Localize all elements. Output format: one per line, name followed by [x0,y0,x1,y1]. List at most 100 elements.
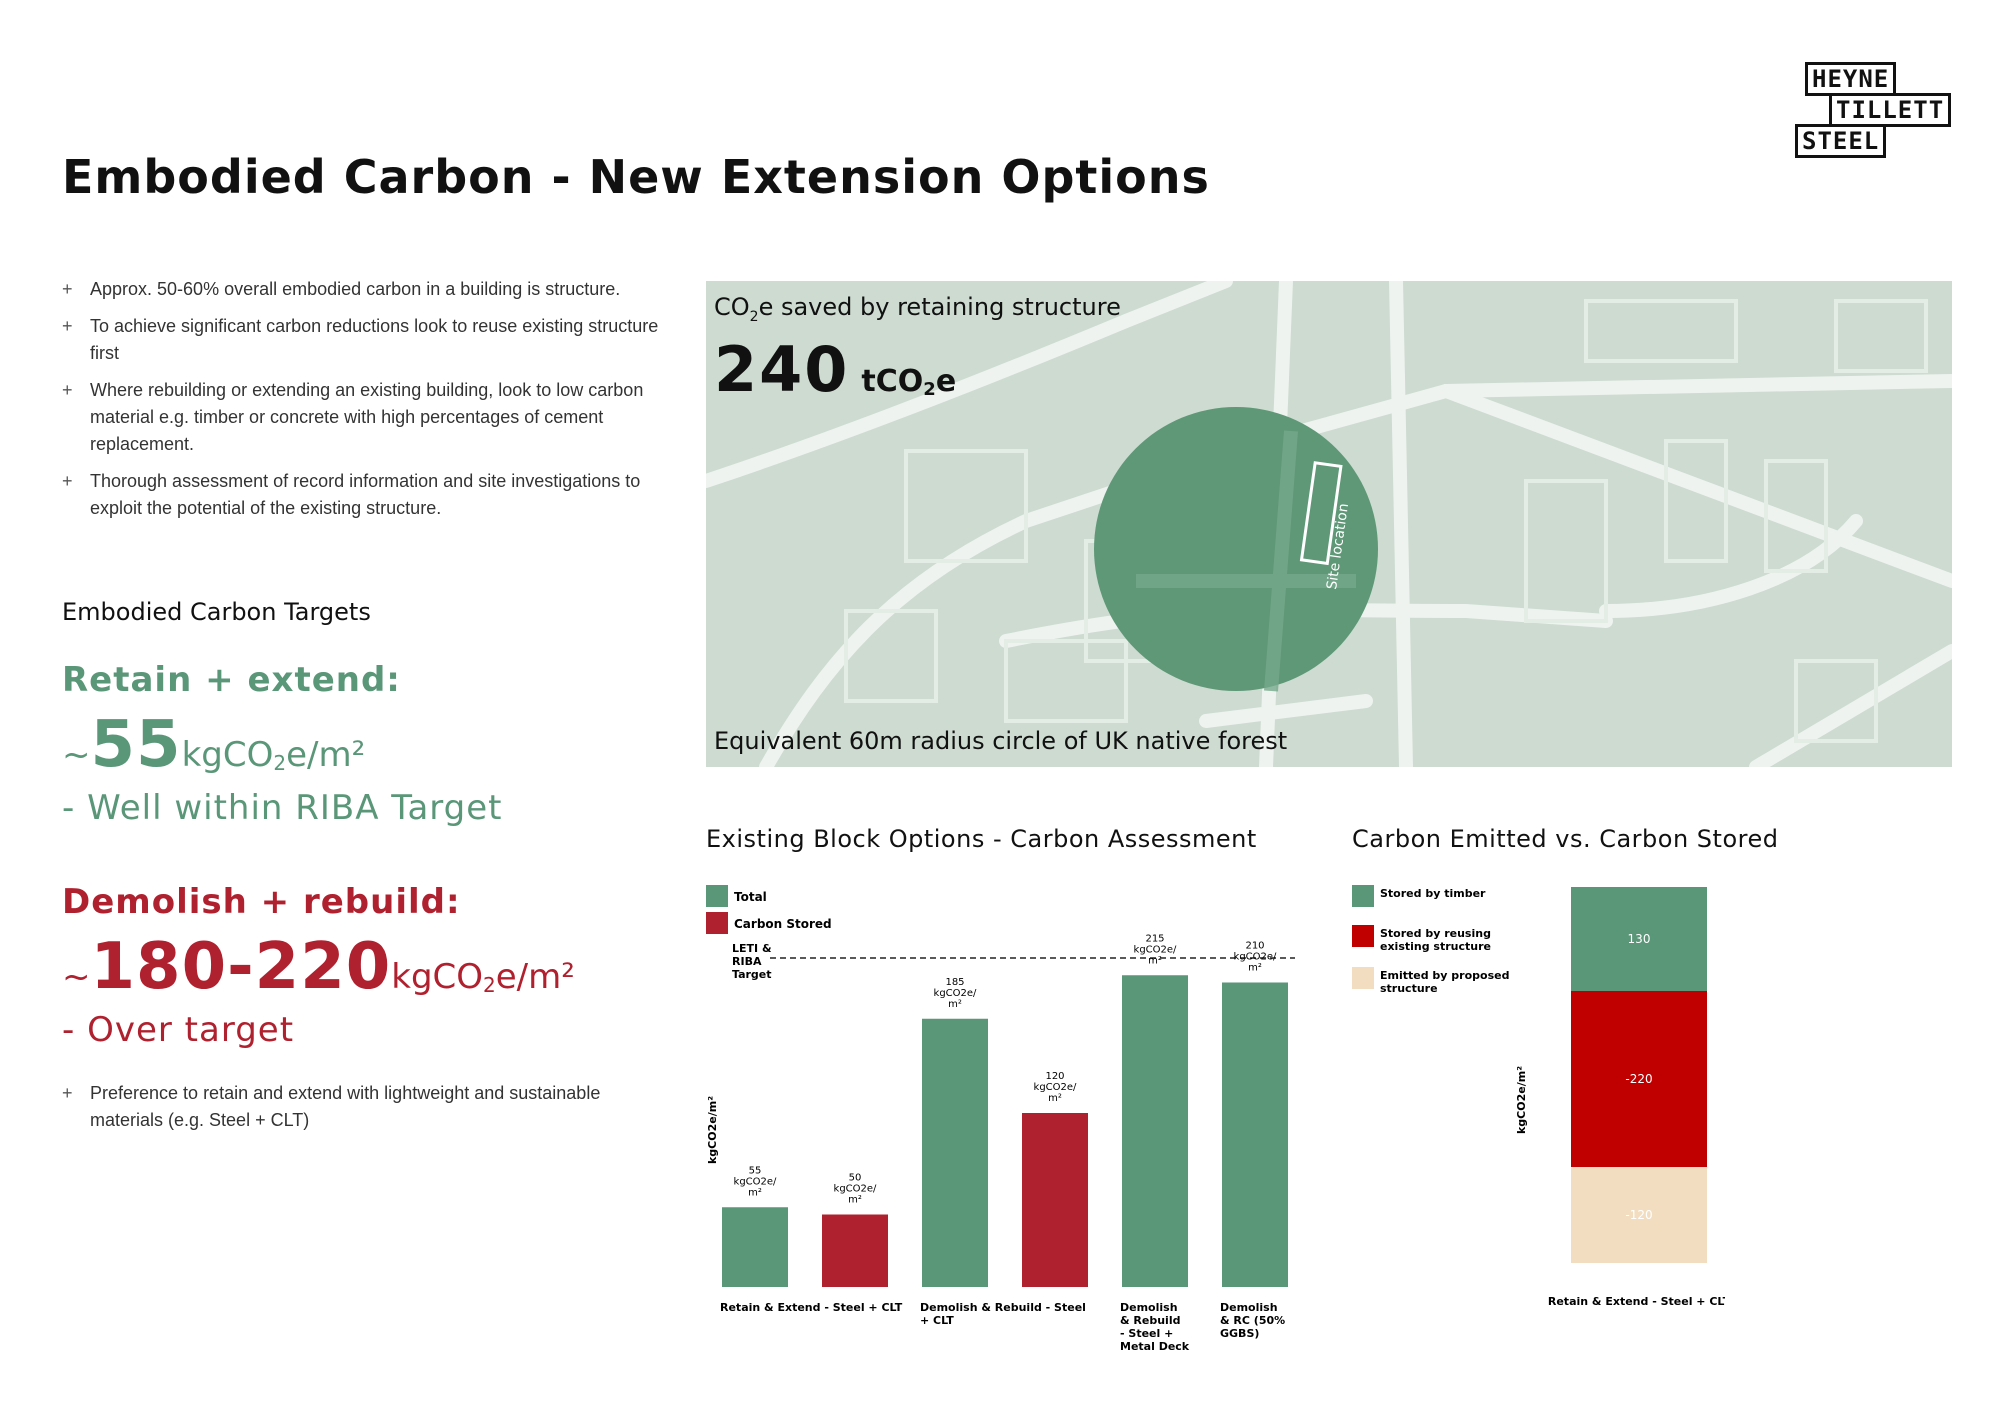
logo-line-3: STEEL [1795,124,1887,158]
bar-value-label: 120 [1045,1071,1064,1082]
category-label: & RC (50% [1220,1314,1285,1327]
map-building [1794,659,1878,743]
legend-swatch-carbon-stored [706,912,728,934]
map-building [904,449,1028,563]
carbon-saved-figure: 240 tCO2e [714,333,957,406]
y-axis-label: kgCO2e/m² [706,1096,719,1164]
retain-label: Retain + extend: [62,660,401,700]
category-label: GGBS) [1220,1327,1259,1340]
forest-radius-circle [1094,407,1378,691]
target-label: RIBA [732,955,762,968]
map-footer: Equivalent 60m radius circle of UK nativ… [714,727,1288,755]
demolish-value-line: ~180-220kgCO2e/m² [62,930,575,1004]
demolish-unit: kgCO [391,957,484,997]
map-road [1749,644,1952,767]
emitted-vs-stored-chart: Stored by timber Stored by reusingexistin… [1352,885,1725,1308]
segment-value-label: -120 [1625,1208,1652,1222]
map-building [1584,299,1738,363]
bar-value-label: 215 [1145,933,1164,944]
legend-label: existing structure [1380,940,1491,953]
retain-unit-sub: 2 [273,751,287,776]
bullet-item: + Approx. 50-60% overall embodied carbon … [62,276,662,303]
map-road [759,434,1273,767]
plus-icon: + [62,316,73,336]
bullet-item: + Where rebuilding or extending an existi… [62,377,662,458]
category-label: - Steel + [1120,1327,1173,1340]
bullet-item: + Preference to retain and extend with li… [62,1080,622,1134]
demolish-unit-sub: 2 [483,973,496,998]
bullet-item: + Thorough assessment of record informati… [62,468,662,522]
legend-swatch [1352,925,1374,947]
carbon-saved-value: 240 [714,333,850,406]
bar-value-label: m² [1148,955,1162,966]
legend-swatch [1352,885,1374,907]
category-label: Retain & Extend - Steel + CLT [720,1301,903,1314]
legend-swatch-total [706,885,728,907]
bar-value-label: kgCO2e/ [734,1176,778,1187]
retain-note: - Well within RIBA Target [62,788,503,828]
plus-icon: + [62,471,73,491]
bar-value-label: 210 [1245,941,1264,952]
legend-label-total: Total [734,890,767,904]
plus-icon: + [62,380,73,400]
map-road [1199,694,1373,728]
segment-value-label: 130 [1628,932,1651,946]
bar-value-label: 55 [749,1165,762,1176]
bar [1122,975,1188,1287]
map-road [706,281,1233,488]
retain-prefix: ~ [62,735,91,775]
map-road [1259,374,1952,448]
target-label: LETI & [732,942,772,955]
bar-value-label: 50 [849,1173,862,1184]
demolish-unit-end: e/m² [495,957,575,997]
segment-value-label: -220 [1625,1072,1652,1086]
map-road [1389,281,1413,767]
site-location-label: Site location [1324,502,1352,590]
map-streets [706,281,1952,767]
map-building [1834,299,1928,373]
legend-swatch [1352,967,1374,989]
map-road [1599,514,1863,618]
bar-value-label: m² [1048,1093,1062,1104]
bar-value-label: m² [1248,963,1262,974]
demolish-note: - Over target [62,1010,295,1050]
bar-value-label: m² [848,1195,862,1206]
bullet-item: + To achieve significant carbon reduction… [62,313,662,367]
bar-value-label: m² [748,1187,762,1198]
chart1-title: Existing Block Options - Carbon Assessme… [706,825,1257,853]
bar-value-label: m² [948,999,962,1010]
map-building [844,609,938,703]
map-road [1439,384,1952,588]
map-road [1264,430,1298,692]
category-label: & Rebuild [1120,1314,1180,1327]
bar-value-label: kgCO2e/ [1034,1082,1078,1093]
site-outline [1299,461,1343,566]
category-label: Demolish [1120,1301,1178,1314]
logo-line-1: HEYNE [1805,62,1897,96]
stacked-segment [1571,887,1707,991]
plus-icon: + [62,279,73,299]
retain-unit: kgCO [181,735,274,775]
demolish-label: Demolish + rebuild: [62,882,461,922]
bar [1022,1113,1088,1287]
legend-label: Stored by timber [1380,887,1486,900]
intro-bullet-list: + Approx. 50-60% overall embodied carbon … [62,276,662,532]
map-building [1664,439,1728,563]
legend-label: structure [1380,982,1438,995]
chart2-title: Carbon Emitted vs. Carbon Stored [1352,825,1779,853]
targets-heading: Embodied Carbon Targets [62,598,371,626]
legend-label: Stored by reusing [1380,927,1491,940]
y-axis-label: kgCO2e/m² [1515,1066,1528,1134]
retain-unit-end: e/m² [286,735,366,775]
logo-line-2: TILLETT [1829,93,1952,127]
category-label: Metal Deck [1120,1340,1190,1353]
bar [1222,982,1288,1287]
category-label: + CLT [920,1314,954,1327]
bar-value-label: kgCO2e/ [1234,952,1278,963]
site-map: CO2e saved by retaining structure 240 tCO… [706,281,1952,767]
retain-value-line: ~55kgCO2e/m² [62,708,365,782]
category-label: Demolish & Rebuild - Steel [920,1301,1086,1314]
page-title: Embodied Carbon - New Extension Options [62,150,1210,204]
target-label: Target [732,968,772,981]
